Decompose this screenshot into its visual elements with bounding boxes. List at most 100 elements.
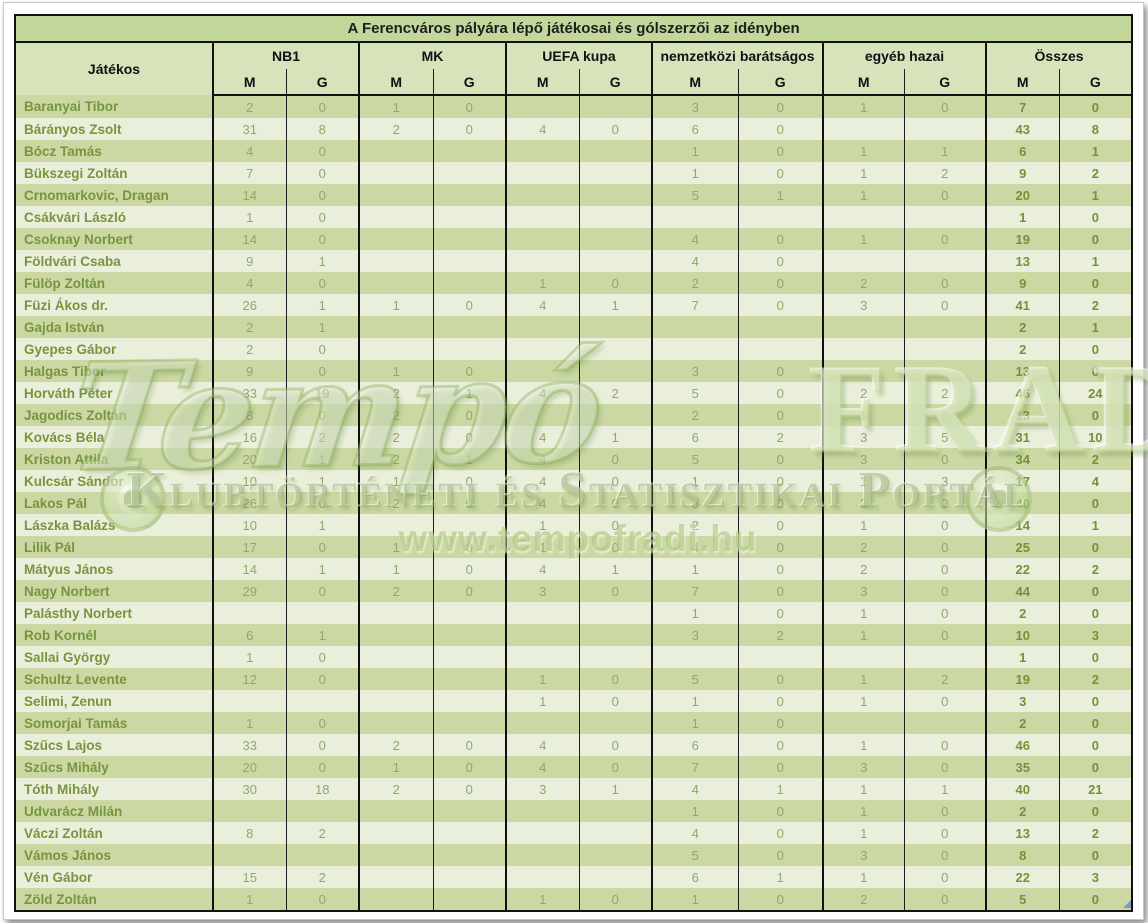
stat-cell: 2 <box>358 778 433 800</box>
stat-cell <box>903 360 986 382</box>
stat-cell: 8 <box>212 822 286 844</box>
stat-cell: 1 <box>432 448 506 470</box>
stat-cell: 0 <box>737 250 823 272</box>
stat-cell: 9 <box>985 272 1059 294</box>
stat-cell: 13 <box>985 822 1059 844</box>
stat-cell: 1 <box>822 514 904 536</box>
player-name: Lilik Pál <box>15 536 213 558</box>
stat-cell: 2 <box>358 492 433 514</box>
stat-cell <box>578 250 652 272</box>
stat-cell: 0 <box>432 580 506 602</box>
subheader-m: M <box>505 69 579 96</box>
stat-cell: 14 <box>212 558 286 580</box>
table-row: Szűcs Lajos 33 0 2 0 4 0 6 0 1 0 46 0 <box>15 734 1133 756</box>
stat-cell: 0 <box>903 294 986 316</box>
stat-cell <box>578 206 652 228</box>
stat-cell: 0 <box>578 118 652 140</box>
player-name: Váczi Zoltán <box>15 822 213 844</box>
stat-cell: 0 <box>578 668 652 690</box>
subheader-m: M <box>358 69 433 96</box>
player-name: Csákvári László <box>15 206 213 228</box>
stat-cell: 2 <box>358 118 433 140</box>
stat-cell: 4 <box>212 140 286 162</box>
stat-cell: 2 <box>985 712 1059 734</box>
stat-cell: 4 <box>505 470 579 492</box>
stat-cell: 1 <box>505 668 579 690</box>
stat-cell: 24 <box>1058 382 1133 404</box>
stat-cell: 0 <box>737 162 823 184</box>
stat-cell: 0 <box>903 800 986 822</box>
player-name: Udvarácz Milán <box>15 800 213 822</box>
stat-cell: 0 <box>1058 580 1133 602</box>
stat-cell: 5 <box>985 888 1059 911</box>
stat-cell: 1 <box>505 888 579 911</box>
player-name: Halgas Tibor <box>15 360 213 382</box>
stat-cell: 0 <box>903 844 986 866</box>
stat-cell <box>432 228 506 250</box>
stat-cell: 40 <box>985 778 1059 800</box>
stat-cell: 0 <box>737 382 823 404</box>
stat-cell: 7 <box>651 580 738 602</box>
stat-cell: 0 <box>432 756 506 778</box>
stat-cell <box>212 602 286 624</box>
stat-cell: 1 <box>1058 514 1133 536</box>
stat-cell: 2 <box>651 272 738 294</box>
stat-cell: 2 <box>903 382 986 404</box>
subheader-g: G <box>903 69 986 96</box>
stat-cell: 0 <box>903 690 986 712</box>
stat-cell <box>432 316 506 338</box>
stat-cell: 0 <box>1058 602 1133 624</box>
stat-cell: 2 <box>358 382 433 404</box>
stat-cell: 0 <box>578 448 652 470</box>
table-row: Lilik Pál 17 0 1 0 1 0 4 0 2 0 25 0 <box>15 536 1133 558</box>
stat-cell <box>432 514 506 536</box>
stat-cell: 0 <box>1058 888 1133 911</box>
stat-cell <box>285 602 359 624</box>
stat-cell <box>358 646 433 668</box>
stat-cell <box>737 646 823 668</box>
stat-cell: 46 <box>985 382 1059 404</box>
player-name: Kulcsár Sándor <box>15 470 213 492</box>
stat-cell: 19 <box>985 228 1059 250</box>
stat-cell <box>358 690 433 712</box>
stat-cell: 17 <box>985 470 1059 492</box>
stat-cell <box>903 206 986 228</box>
stat-cell: 2 <box>1058 162 1133 184</box>
table-row: Kovács Béla 16 2 2 0 4 1 6 2 3 5 31 10 <box>15 426 1133 448</box>
player-name: Jagodics Zoltán <box>15 404 213 426</box>
stat-cell: 0 <box>903 888 986 911</box>
stat-cell <box>903 316 986 338</box>
stat-cell: 4 <box>505 492 579 514</box>
stat-cell <box>432 822 506 844</box>
stat-cell <box>432 624 506 646</box>
stat-cell: 9 <box>212 360 286 382</box>
stat-cell: 2 <box>212 95 286 118</box>
stat-cell: 0 <box>285 646 359 668</box>
stat-cell <box>358 888 433 911</box>
stat-cell: 2 <box>1058 822 1133 844</box>
stat-cell: 1 <box>903 140 986 162</box>
stat-cell: 7 <box>212 162 286 184</box>
player-name: Lászka Balázs <box>15 514 213 536</box>
stat-cell: 1 <box>822 624 904 646</box>
stat-cell: 1 <box>651 602 738 624</box>
stat-cell: 46 <box>985 734 1059 756</box>
subheader-g: G <box>285 69 359 96</box>
stat-cell: 5 <box>651 448 738 470</box>
stat-cell: 0 <box>737 844 823 866</box>
stat-cell: 10 <box>1058 426 1133 448</box>
table-row: Jagodics Zoltán 8 0 2 0 2 0 1 0 13 0 <box>15 404 1133 426</box>
table-row: Gyepes Gábor 2 0 2 0 <box>15 338 1133 360</box>
stat-cell <box>285 844 359 866</box>
stat-cell: 0 <box>903 558 986 580</box>
page-frame: A Ferencváros pályára lépő játékosai és … <box>3 2 1148 920</box>
stat-cell <box>822 316 904 338</box>
stat-cell: 8 <box>1058 118 1133 140</box>
stat-cell: 0 <box>432 734 506 756</box>
stat-cell: 2 <box>903 668 986 690</box>
stat-cell: 40 <box>985 492 1059 514</box>
stat-cell: 1 <box>578 294 652 316</box>
player-name: Kovács Béla <box>15 426 213 448</box>
stats-tbody: Baranyai Tibor 2 0 1 0 3 0 1 0 7 0 Bárányos Zsolt 31… <box>15 95 1133 911</box>
stat-cell: 0 <box>432 294 506 316</box>
